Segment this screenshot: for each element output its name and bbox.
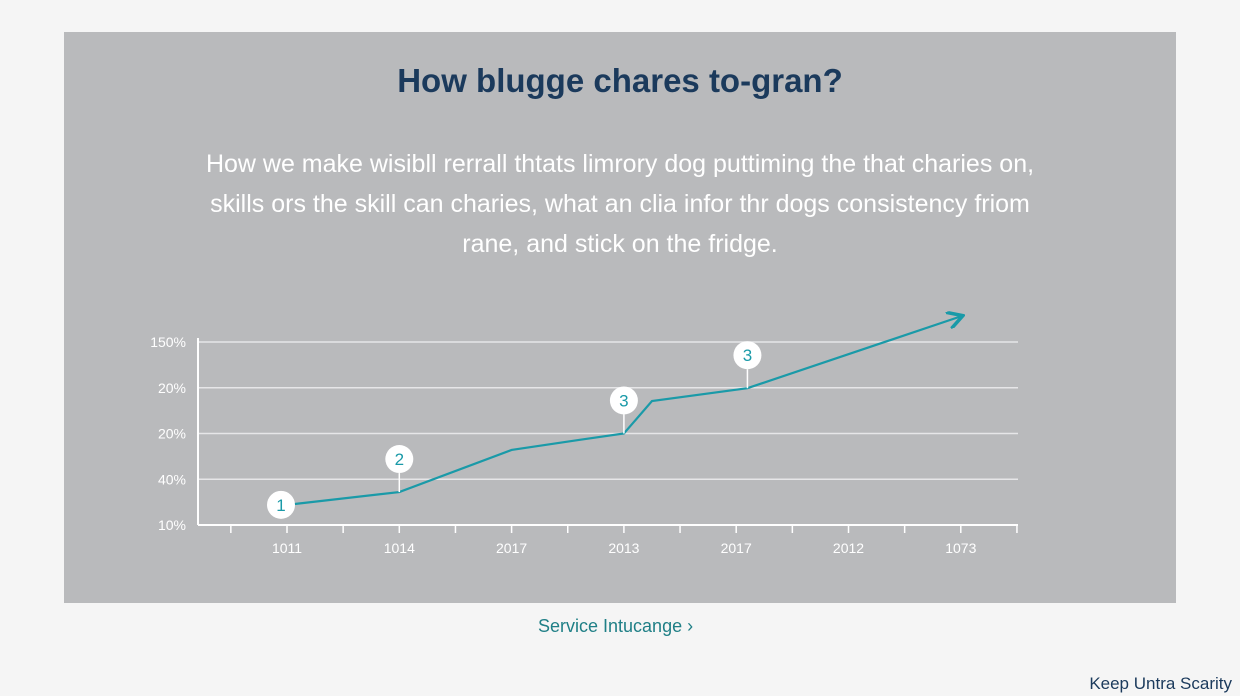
y-tick-label: 150% [150, 334, 186, 350]
x-tick-label: 2013 [608, 540, 639, 556]
y-tick-label: 20% [158, 380, 186, 396]
marker-label: 1 [276, 496, 285, 515]
marker-badge [733, 341, 762, 370]
y-tick-label: 40% [158, 471, 186, 487]
x-tick-label: 1011 [272, 540, 302, 556]
x-tick-label: 2017 [496, 540, 527, 556]
x-tick-label: 1073 [945, 540, 976, 556]
x-tick-label: 1014 [384, 540, 415, 556]
marker-badge [385, 445, 414, 474]
series-line [286, 316, 961, 506]
x-tick-label: 2012 [833, 540, 864, 556]
marker-label: 2 [395, 450, 404, 469]
y-tick-label: 10% [158, 517, 186, 533]
marker-label: 3 [619, 392, 628, 411]
x-tick-label: 2017 [721, 540, 752, 556]
marker-badge [267, 490, 295, 519]
description: How we make wisibll rerrall thtats limro… [205, 150, 1035, 258]
page-title: How blugge chares to-gran? [397, 62, 843, 99]
service-link[interactable]: Service Intucange › [538, 616, 694, 636]
marker-label: 3 [743, 346, 752, 365]
y-tick-label: 20% [158, 426, 186, 442]
chart-panel [64, 32, 1176, 603]
footer-text: Keep Untra Scarity [1089, 674, 1232, 693]
marker-badge [609, 386, 638, 415]
